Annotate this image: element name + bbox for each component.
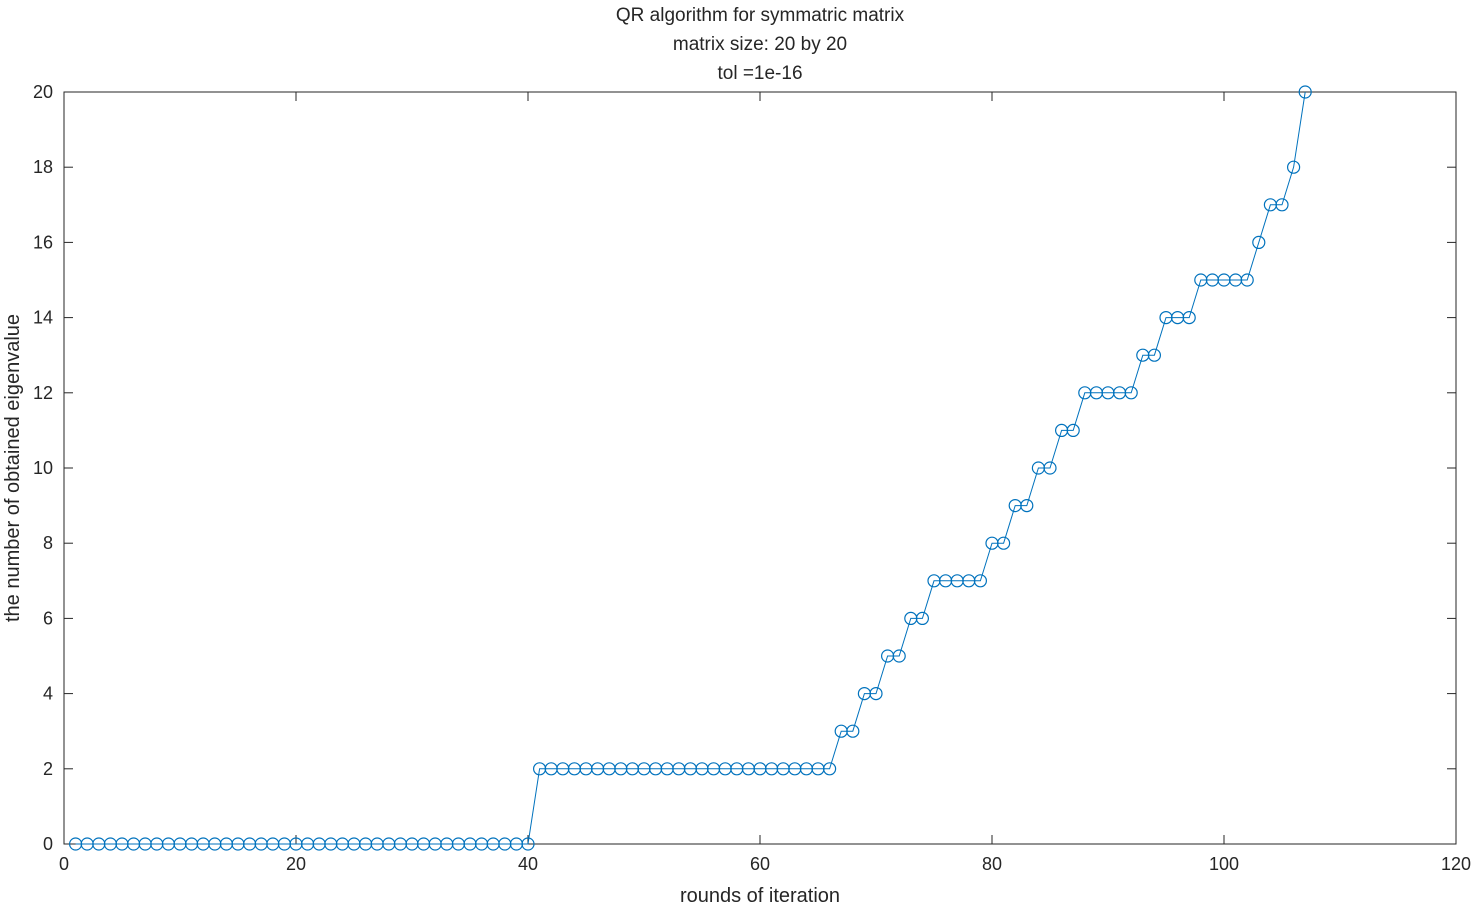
data-point-marker	[822, 762, 837, 776]
y-tick-label: 2	[43, 759, 53, 779]
data-point-marker	[521, 837, 535, 851]
y-tick-label: 4	[43, 684, 53, 704]
data-point-marker	[869, 686, 883, 701]
x-tick-label: 120	[1441, 854, 1471, 874]
chart-title-line-3: tol =1e-16	[717, 63, 802, 84]
x-tick-label: 100	[1209, 854, 1239, 874]
x-tick-label: 60	[750, 854, 770, 874]
y-axis-label: the number of obtained eigenvalue	[2, 314, 24, 622]
data-point-marker	[1066, 423, 1080, 437]
y-tick-label: 14	[33, 308, 53, 328]
y-tick-label: 20	[33, 82, 53, 102]
x-axis-label: rounds of iteration	[680, 885, 840, 907]
data-point-marker	[1020, 499, 1034, 513]
data-point-marker	[1275, 198, 1289, 212]
data-point-marker	[892, 649, 906, 663]
data-point-marker	[1182, 311, 1196, 325]
axis-ticks: 0 20 40 60 80 100 120 0 2 4 6 8 10 12 14 16 18 20	[33, 82, 1471, 874]
data-point-marker	[1252, 235, 1266, 249]
x-tick-label: 40	[518, 854, 538, 874]
chart-title: QR algorithm for symmatric matrix matrix …	[616, 5, 905, 84]
data-point-marker	[996, 536, 1011, 550]
chart-title-line-2: matrix size: 20 by 20	[673, 34, 847, 55]
data-point-marker	[1043, 461, 1057, 475]
data-point-marker	[1147, 348, 1162, 362]
data-point-marker	[1286, 160, 1301, 174]
series-line	[75, 91, 1306, 845]
y-tick-label: 8	[43, 533, 53, 553]
y-tick-label: 18	[33, 157, 53, 177]
y-tick-label: 6	[43, 608, 53, 628]
y-tick-label: 16	[33, 232, 53, 252]
y-tick-label: 0	[43, 834, 53, 854]
data-series	[68, 85, 1312, 851]
y-tick-label: 10	[33, 458, 53, 478]
x-tick-label: 80	[982, 854, 1002, 874]
x-tick-label: 0	[59, 854, 69, 874]
data-point-marker	[846, 724, 860, 738]
data-point-marker	[915, 611, 930, 626]
chart-title-line-1: QR algorithm for symmatric matrix	[616, 5, 905, 26]
plot-area	[63, 91, 1457, 845]
data-point-marker	[1298, 85, 1312, 99]
data-point-marker	[1124, 386, 1138, 400]
y-tick-label: 12	[33, 383, 53, 403]
x-tick-label: 20	[286, 854, 306, 874]
data-point-marker	[973, 574, 988, 588]
data-point-marker	[1240, 273, 1254, 287]
